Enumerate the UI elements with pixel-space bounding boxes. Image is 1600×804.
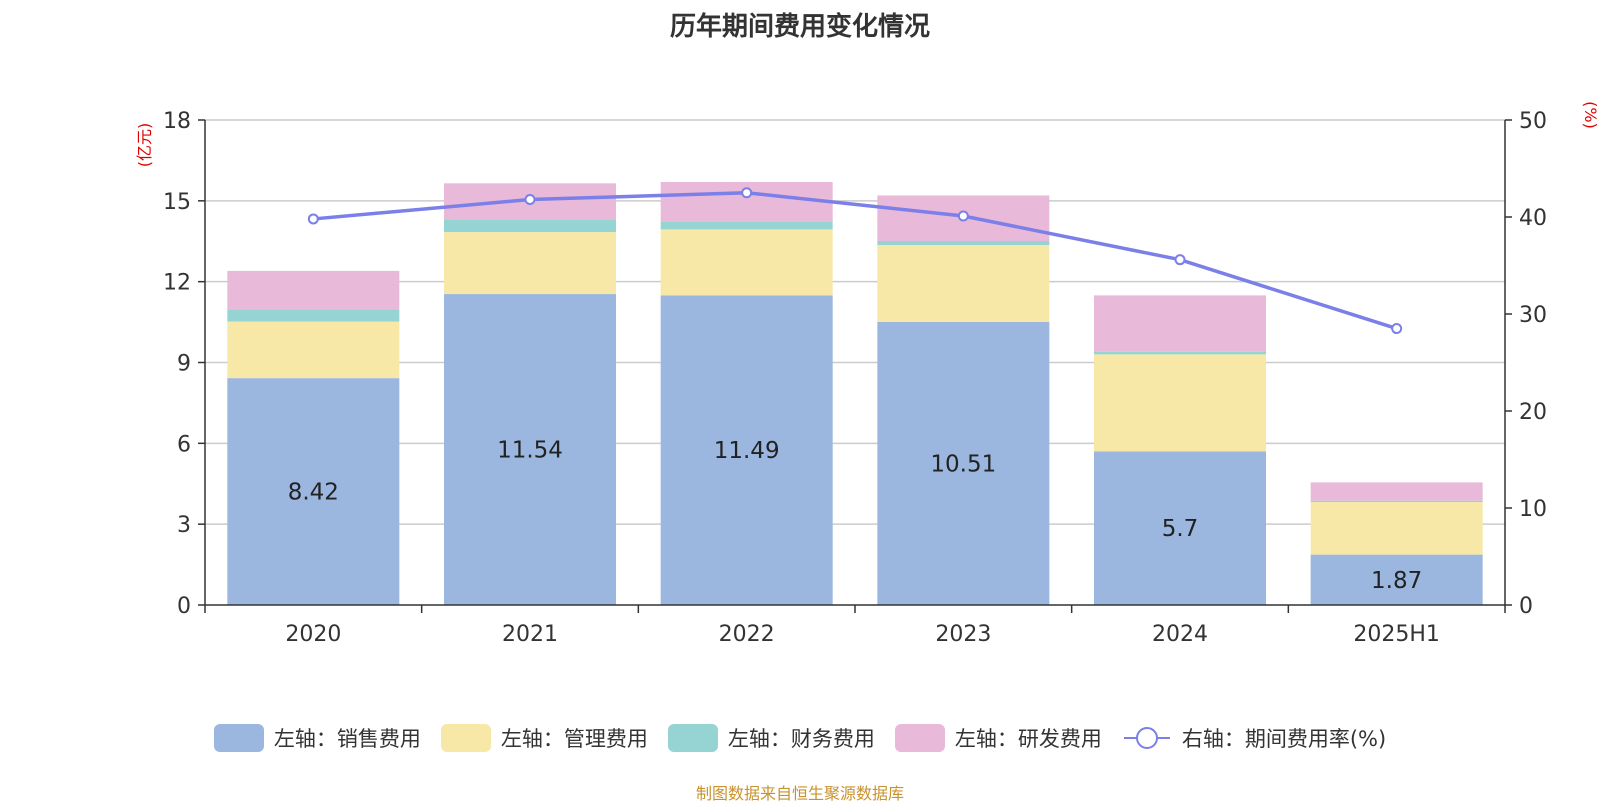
right-tick-label: 30 <box>1519 303 1547 328</box>
rate-point <box>524 194 536 206</box>
bar-segment <box>1310 502 1483 555</box>
bar-value-label: 1.87 <box>1371 568 1422 594</box>
bar-value-label: 8.42 <box>288 480 339 506</box>
bar-segment <box>227 270 400 310</box>
bar-segment <box>1094 354 1266 452</box>
bar-segment <box>877 321 1050 605</box>
bar-segment <box>227 378 400 605</box>
legend-label: 左轴：财务费用 <box>727 727 875 751</box>
rate-point <box>1391 323 1403 335</box>
left-tick-label: 0 <box>177 594 191 619</box>
x-tick-label: 2020 <box>285 622 341 647</box>
legend-item[interactable]: 左轴：销售费用 <box>213 723 421 753</box>
bar-segment <box>444 294 616 605</box>
legend-item[interactable]: 左轴：管理费用 <box>440 723 648 753</box>
bar-value-label: 11.49 <box>714 438 780 464</box>
bar-segment <box>227 321 400 379</box>
source-note: 制图数据来自恒生聚源数据库 <box>695 784 904 803</box>
left-tick-label: 3 <box>177 513 191 538</box>
legend-label: 右轴：期间费用率(%) <box>1181 727 1387 751</box>
bar-segment <box>660 221 833 230</box>
bar-segment <box>1310 554 1483 605</box>
bar-value-label: 10.51 <box>930 451 996 477</box>
bar-segment <box>1310 500 1483 503</box>
rate-line <box>313 190 1398 331</box>
x-tick-label: 2024 <box>1152 622 1208 647</box>
left-tick-label: 6 <box>177 432 191 457</box>
bar-value-label: 11.54 <box>497 438 563 464</box>
bar-segment <box>444 219 616 233</box>
legend: 左轴：销售费用 左轴：管理费用 左轴：财务费用 左轴：研发费用 右轴：期间费用率(%) <box>0 718 1600 758</box>
legend-label: 左轴：研发费用 <box>954 727 1102 751</box>
rate-point <box>307 213 319 225</box>
right-tick-label: 0 <box>1519 594 1533 619</box>
bar-segment <box>660 229 833 296</box>
right-axis-unit-label: (%) <box>1581 101 1600 129</box>
x-tick-label: 2025H1 <box>1353 622 1440 647</box>
bar-segment <box>1094 451 1266 605</box>
left-tick-label: 18 <box>163 109 191 134</box>
x-tick-label: 2022 <box>719 622 775 647</box>
legend-line-icon <box>1123 727 1170 749</box>
legend-item[interactable]: 右轴：期间费用率(%) <box>1122 723 1386 753</box>
bar-value-label: 5.7 <box>1162 516 1199 542</box>
right-tick-label: 40 <box>1519 206 1547 231</box>
bar-segment <box>444 232 616 295</box>
legend-swatch <box>213 724 264 752</box>
right-tick-label: 20 <box>1519 400 1547 425</box>
legend-swatch <box>440 724 491 752</box>
left-tick-label: 9 <box>177 352 191 377</box>
left-axis-unit-label: (亿元) <box>135 123 154 168</box>
left-tick-label: 12 <box>163 271 191 296</box>
legend-label: 左轴：管理费用 <box>500 727 648 751</box>
chart-plot: 8.42 11.54 11.49 10.51 5.7 1.87 0 3 6 9 12 15 18 0 10 2… <box>135 101 1600 647</box>
legend-swatch <box>894 724 945 752</box>
x-tick-label: 2023 <box>935 622 991 647</box>
bar-segment <box>1094 295 1266 352</box>
right-tick-label: 10 <box>1519 497 1547 522</box>
right-tick-label: 50 <box>1519 109 1547 134</box>
bar-segment <box>660 295 833 605</box>
bar-segment <box>877 245 1050 322</box>
rate-point <box>957 210 969 222</box>
legend-swatch <box>667 724 718 752</box>
chart-title: 历年期间费用变化情况 <box>669 12 930 42</box>
bar-segment <box>1094 351 1266 355</box>
bar-segment <box>1310 482 1483 501</box>
legend-label: 左轴：销售费用 <box>273 727 421 751</box>
x-tick-label: 2021 <box>502 622 558 647</box>
rate-point <box>1174 254 1186 266</box>
rate-point <box>741 187 753 199</box>
bar-segment <box>877 240 1050 246</box>
bar-segment <box>227 309 400 322</box>
legend-item[interactable]: 左轴：财务费用 <box>667 723 875 753</box>
legend-item[interactable]: 左轴：研发费用 <box>894 723 1102 753</box>
left-tick-label: 15 <box>163 190 191 215</box>
